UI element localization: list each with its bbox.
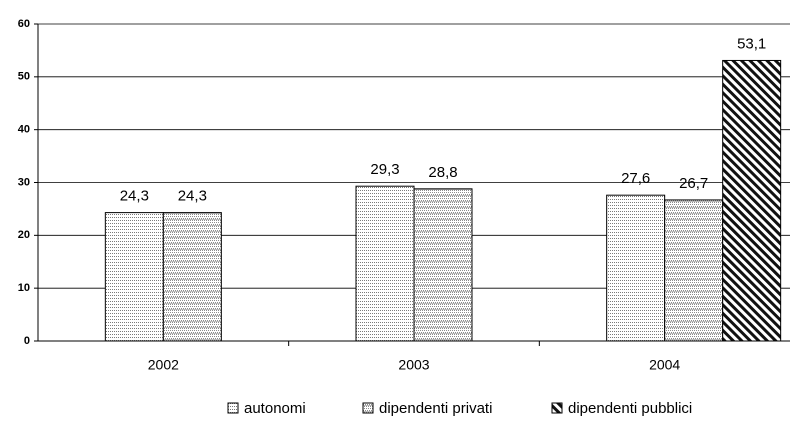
bar [413, 188, 473, 342]
value-label: 29,3 [370, 161, 399, 178]
value-label: 28,8 [428, 164, 457, 181]
bar [162, 212, 222, 342]
x-tick-label: 2002 [148, 357, 179, 373]
y-tick-label: 10 [18, 282, 30, 294]
bar [664, 199, 724, 342]
value-label: 24,3 [178, 188, 207, 205]
legend-label: dipendenti pubblici [568, 400, 692, 417]
legend-label: dipendenti privati [379, 400, 492, 417]
legend-swatch [227, 402, 239, 414]
bar [104, 212, 164, 342]
value-label: 24,3 [120, 188, 149, 205]
bar [606, 194, 666, 342]
value-label: 53,1 [737, 35, 766, 52]
y-tick-label: 40 [18, 124, 30, 136]
y-tick-label: 50 [18, 71, 30, 83]
x-tick-label: 2003 [398, 357, 429, 373]
legend-swatch [551, 402, 563, 414]
y-tick-label: 30 [18, 176, 30, 188]
y-tick-label: 20 [18, 229, 30, 241]
legend-swatch [362, 402, 374, 414]
bar [722, 59, 782, 342]
y-tick-label: 60 [18, 18, 30, 30]
bar [355, 185, 415, 342]
legend-label: autonomi [244, 400, 306, 417]
value-label: 26,7 [679, 175, 708, 192]
x-tick-label: 2004 [649, 357, 680, 373]
y-tick-label: 0 [24, 335, 30, 347]
value-label: 27,6 [621, 170, 650, 187]
